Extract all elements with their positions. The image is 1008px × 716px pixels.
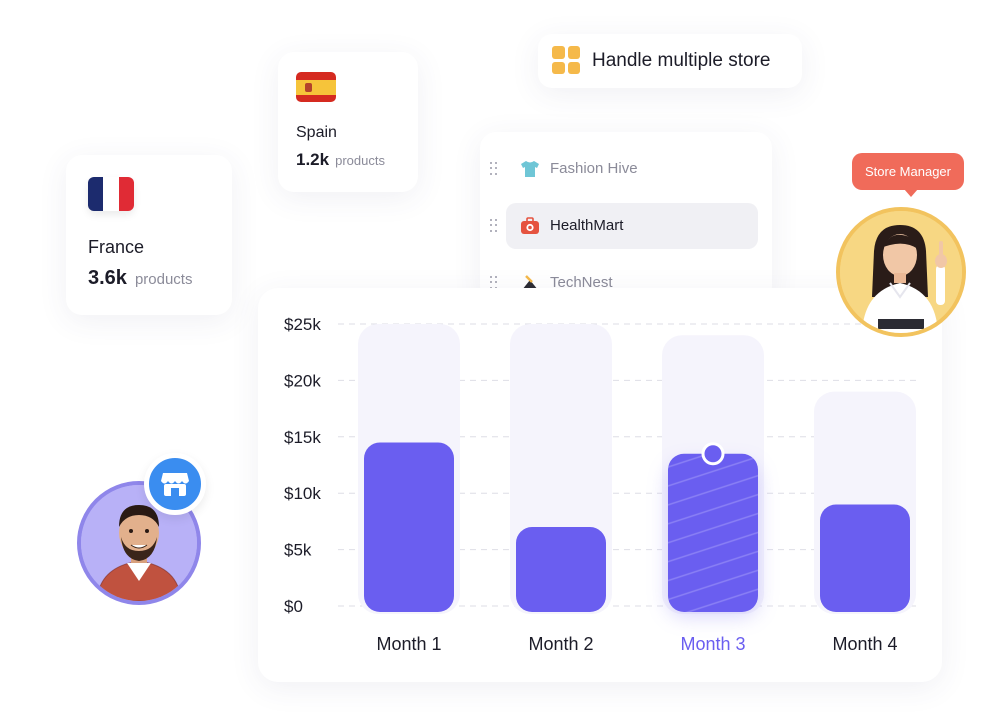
drag-handle-icon[interactable] <box>490 276 498 290</box>
y-tick-label: $20k <box>284 371 321 390</box>
shop-badge <box>144 453 206 515</box>
bar-marker[interactable] <box>701 442 725 466</box>
bar[interactable] <box>820 504 910 612</box>
tshirt-icon <box>521 161 539 177</box>
y-tick-label: $0 <box>284 597 303 616</box>
bars <box>364 442 910 616</box>
y-axis-ticks: $0 $5k $10k $15k $20k $25k <box>284 315 321 616</box>
spain-card[interactable]: Spain 1.2k products <box>278 52 418 192</box>
store-item-healthmart[interactable]: HealthMart <box>490 203 758 249</box>
x-tick-label[interactable]: Month 1 <box>376 634 441 654</box>
y-tick-label: $15k <box>284 428 321 447</box>
drag-handle-icon[interactable] <box>490 162 498 176</box>
france-product-count: 3.6k products <box>88 267 192 290</box>
store-manager-avatar <box>836 207 966 337</box>
grid-icon <box>552 46 580 74</box>
drag-handle-icon[interactable] <box>490 219 498 233</box>
x-tick-label[interactable]: Month 2 <box>528 634 593 654</box>
handle-multiple-store-pill: Handle multiple store <box>538 34 802 88</box>
spain-count-value: 1.2k <box>296 150 330 169</box>
x-tick-label[interactable]: Month 4 <box>832 634 897 654</box>
grid-lines <box>338 323 918 607</box>
france-flag-icon <box>88 177 134 211</box>
customer-portrait <box>81 485 197 601</box>
france-count-unit: products <box>134 271 193 288</box>
bar-chart: $0$5k$10k$15k$20k$25k Month 1 Month 2 Mont… <box>284 315 918 654</box>
store-name: TechNest <box>550 274 613 291</box>
y-tick-label: $10k <box>284 484 321 503</box>
store-manager-portrait <box>840 211 962 333</box>
bar[interactable] <box>364 442 454 612</box>
store-item-fashion-hive[interactable]: Fashion Hive <box>490 146 758 192</box>
x-tick-label[interactable]: Month 3 <box>680 634 745 654</box>
france-card[interactable]: France 3.6k products <box>66 155 232 315</box>
handle-multiple-store-label: Handle multiple store <box>592 50 771 71</box>
y-tick-label: $25k <box>284 315 321 334</box>
store-item-technest[interactable]: TechNest <box>490 260 758 306</box>
spain-flag-icon <box>296 72 336 102</box>
store-name: Fashion Hive <box>550 160 638 177</box>
customer-avatar <box>77 481 201 605</box>
x-axis-labels: Month 1 Month 2 Month 3 Month 4 <box>376 634 897 654</box>
tech-icon <box>522 275 538 290</box>
spain-product-count: 1.2k products <box>296 150 385 170</box>
bar[interactable] <box>516 527 606 612</box>
store-name: HealthMart <box>550 217 624 234</box>
sales-chart-card: $0 $5k $10k $15k $20k $25k Month 1 Month 2 Mont… <box>258 288 942 682</box>
y-tick-label: $5k <box>284 541 312 560</box>
medical-kit-icon <box>521 217 539 234</box>
france-country-label: France <box>88 237 145 257</box>
spain-count-unit: products <box>335 153 385 168</box>
storefront-icon <box>161 473 189 496</box>
spain-country-label: Spain <box>296 124 337 141</box>
bar[interactable] <box>668 453 758 612</box>
france-count-value: 3.6k <box>88 267 127 289</box>
store-manager-tag: Store Manager <box>852 153 964 197</box>
